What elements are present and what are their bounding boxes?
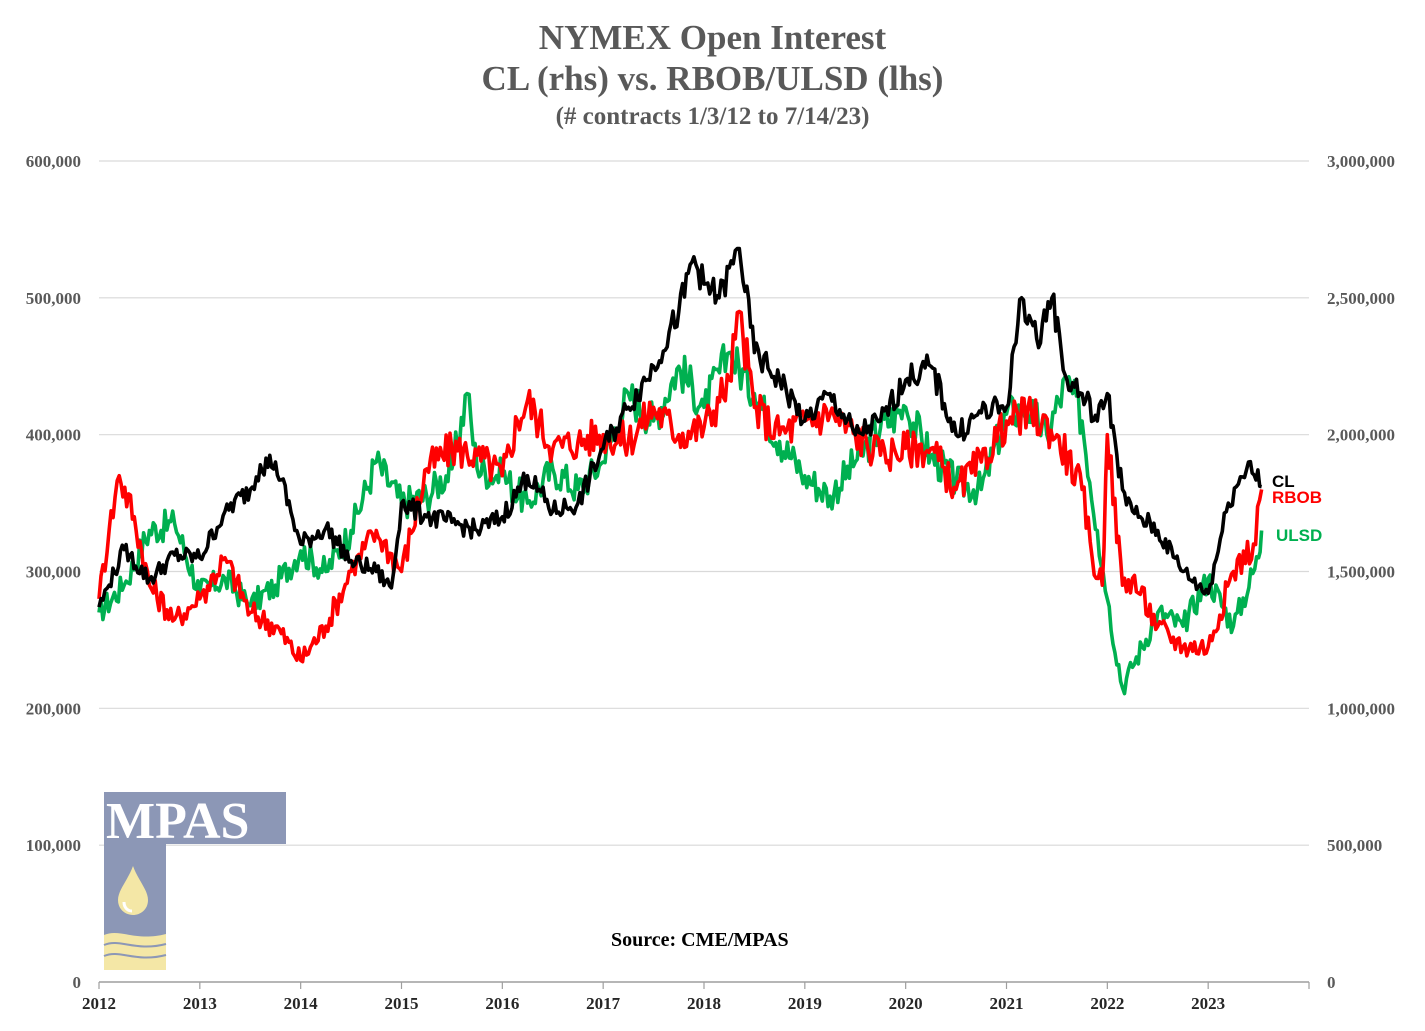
left-tick-label: 400,000 bbox=[26, 426, 81, 445]
x-tick-label: 2021 bbox=[990, 994, 1024, 1013]
left-tick-label: 300,000 bbox=[26, 563, 81, 582]
x-tick-label: 2016 bbox=[485, 994, 519, 1013]
chart-subtitle: CL (rhs) vs. RBOB/ULSD (lhs) bbox=[481, 59, 944, 98]
oil-drop-highlight bbox=[122, 901, 133, 913]
legend-label-ulsd: ULSD bbox=[1276, 526, 1322, 545]
left-tick-label: 600,000 bbox=[26, 152, 81, 171]
wave-line-1 bbox=[103, 941, 167, 948]
series-line-rbob bbox=[97, 309, 1264, 664]
left-axis-ticks: 0 100,000 200,000 300,000 400,000 500,000 600,… bbox=[26, 152, 81, 992]
legend-label-rbob: RBOB bbox=[1272, 488, 1322, 507]
left-tick-label: 0 bbox=[73, 973, 82, 992]
left-tick-label: 500,000 bbox=[26, 289, 81, 308]
chart-note: (# contracts 1/3/12 to 7/14/23) bbox=[555, 103, 870, 130]
right-tick-label: 2,000,000 bbox=[1327, 426, 1395, 445]
chart-title-block: NYMEX Open Interest CL (rhs) vs. RBOB/UL… bbox=[0, 18, 1425, 134]
mpas-logo: MPAS bbox=[103, 792, 286, 970]
right-tick-label: 2,500,000 bbox=[1327, 289, 1395, 308]
right-axis-ticks: 0 500,000 1,000,000 1,500,000 2,000,000 2,500… bbox=[1327, 152, 1395, 992]
left-tick-label: 100,000 bbox=[26, 836, 81, 855]
series-line-cl bbox=[97, 246, 1262, 608]
x-axis-ticks: 2012 2013 2014 2015 2016 2017 2018 2019 2020 2021… bbox=[82, 982, 1310, 1013]
x-tick-label: 2019 bbox=[788, 994, 822, 1013]
x-tick-label: 2022 bbox=[1090, 994, 1124, 1013]
wave-line-2 bbox=[103, 952, 167, 959]
left-tick-label: 200,000 bbox=[26, 699, 81, 718]
legend-label-cl: CL bbox=[1272, 472, 1295, 491]
chart-title: NYMEX Open Interest bbox=[538, 18, 887, 57]
right-tick-label: 500,000 bbox=[1327, 836, 1382, 855]
x-tick-label: 2015 bbox=[385, 994, 419, 1013]
logo-banner bbox=[104, 792, 286, 844]
x-tick-label: 2023 bbox=[1191, 994, 1225, 1013]
series-line-ulsd bbox=[97, 343, 1264, 696]
series-lines bbox=[97, 246, 1264, 696]
right-tick-label: 1,500,000 bbox=[1327, 563, 1395, 582]
wave-icon bbox=[104, 932, 166, 970]
x-tick-label: 2012 bbox=[82, 994, 116, 1013]
x-tick-label: 2017 bbox=[586, 994, 621, 1013]
right-tick-label: 0 bbox=[1327, 973, 1336, 992]
x-tick-label: 2018 bbox=[687, 994, 721, 1013]
source-note: Source: CME/MPAS bbox=[611, 929, 789, 951]
x-tick-label: 2013 bbox=[183, 994, 217, 1013]
x-tick-label: 2020 bbox=[889, 994, 923, 1013]
right-tick-label: 1,000,000 bbox=[1327, 699, 1395, 718]
right-tick-label: 3,000,000 bbox=[1327, 152, 1395, 171]
x-tick-label: 2014 bbox=[284, 994, 319, 1013]
logo-text: MPAS bbox=[106, 793, 249, 850]
